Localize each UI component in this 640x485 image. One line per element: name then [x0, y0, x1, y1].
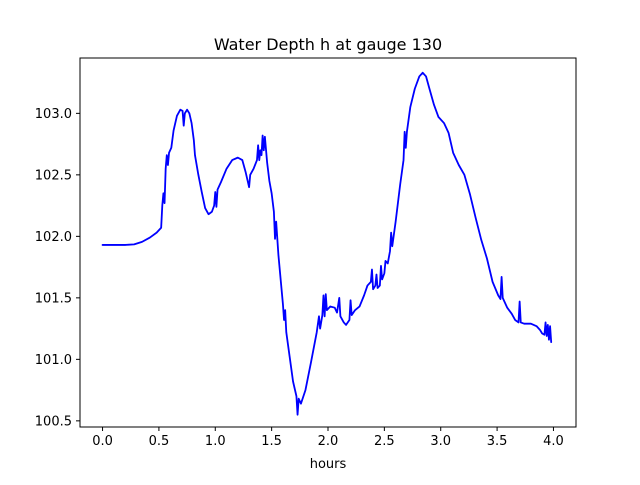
- x-tick-label: 0.5: [149, 434, 170, 449]
- y-tick-label: 102.5: [35, 168, 72, 183]
- x-tick-label: 0.0: [92, 434, 113, 449]
- x-tick-label: 2.0: [318, 434, 339, 449]
- y-axis-ticks: 100.5 101.0 101.5 102.0 102.5 103.0: [35, 107, 80, 429]
- x-tick-label: 1.0: [205, 434, 226, 449]
- plot-layer: [101, 71, 553, 416]
- y-tick-label: 101.0: [35, 353, 72, 368]
- y-tick-label: 102.0: [35, 230, 72, 245]
- y-tick-label: 103.0: [35, 107, 72, 122]
- x-tick-label: 4.0: [543, 434, 564, 449]
- x-tick-label: 2.5: [374, 434, 395, 449]
- y-tick-label: 101.5: [35, 291, 72, 306]
- x-tick-label: 3.5: [487, 434, 508, 449]
- x-axis-ticks: 0.0 0.5 1.0 1.5 2.0 2.5 3.0 3.5 4.0: [92, 427, 564, 449]
- x-tick-label: 3.0: [430, 434, 451, 449]
- x-tick-label: 1.5: [261, 434, 282, 449]
- y-tick-label: 100.5: [35, 414, 72, 429]
- series-line-0: [101, 71, 553, 416]
- chart-title: Water Depth h at gauge 130: [214, 35, 442, 54]
- x-axis-label: hours: [310, 457, 347, 472]
